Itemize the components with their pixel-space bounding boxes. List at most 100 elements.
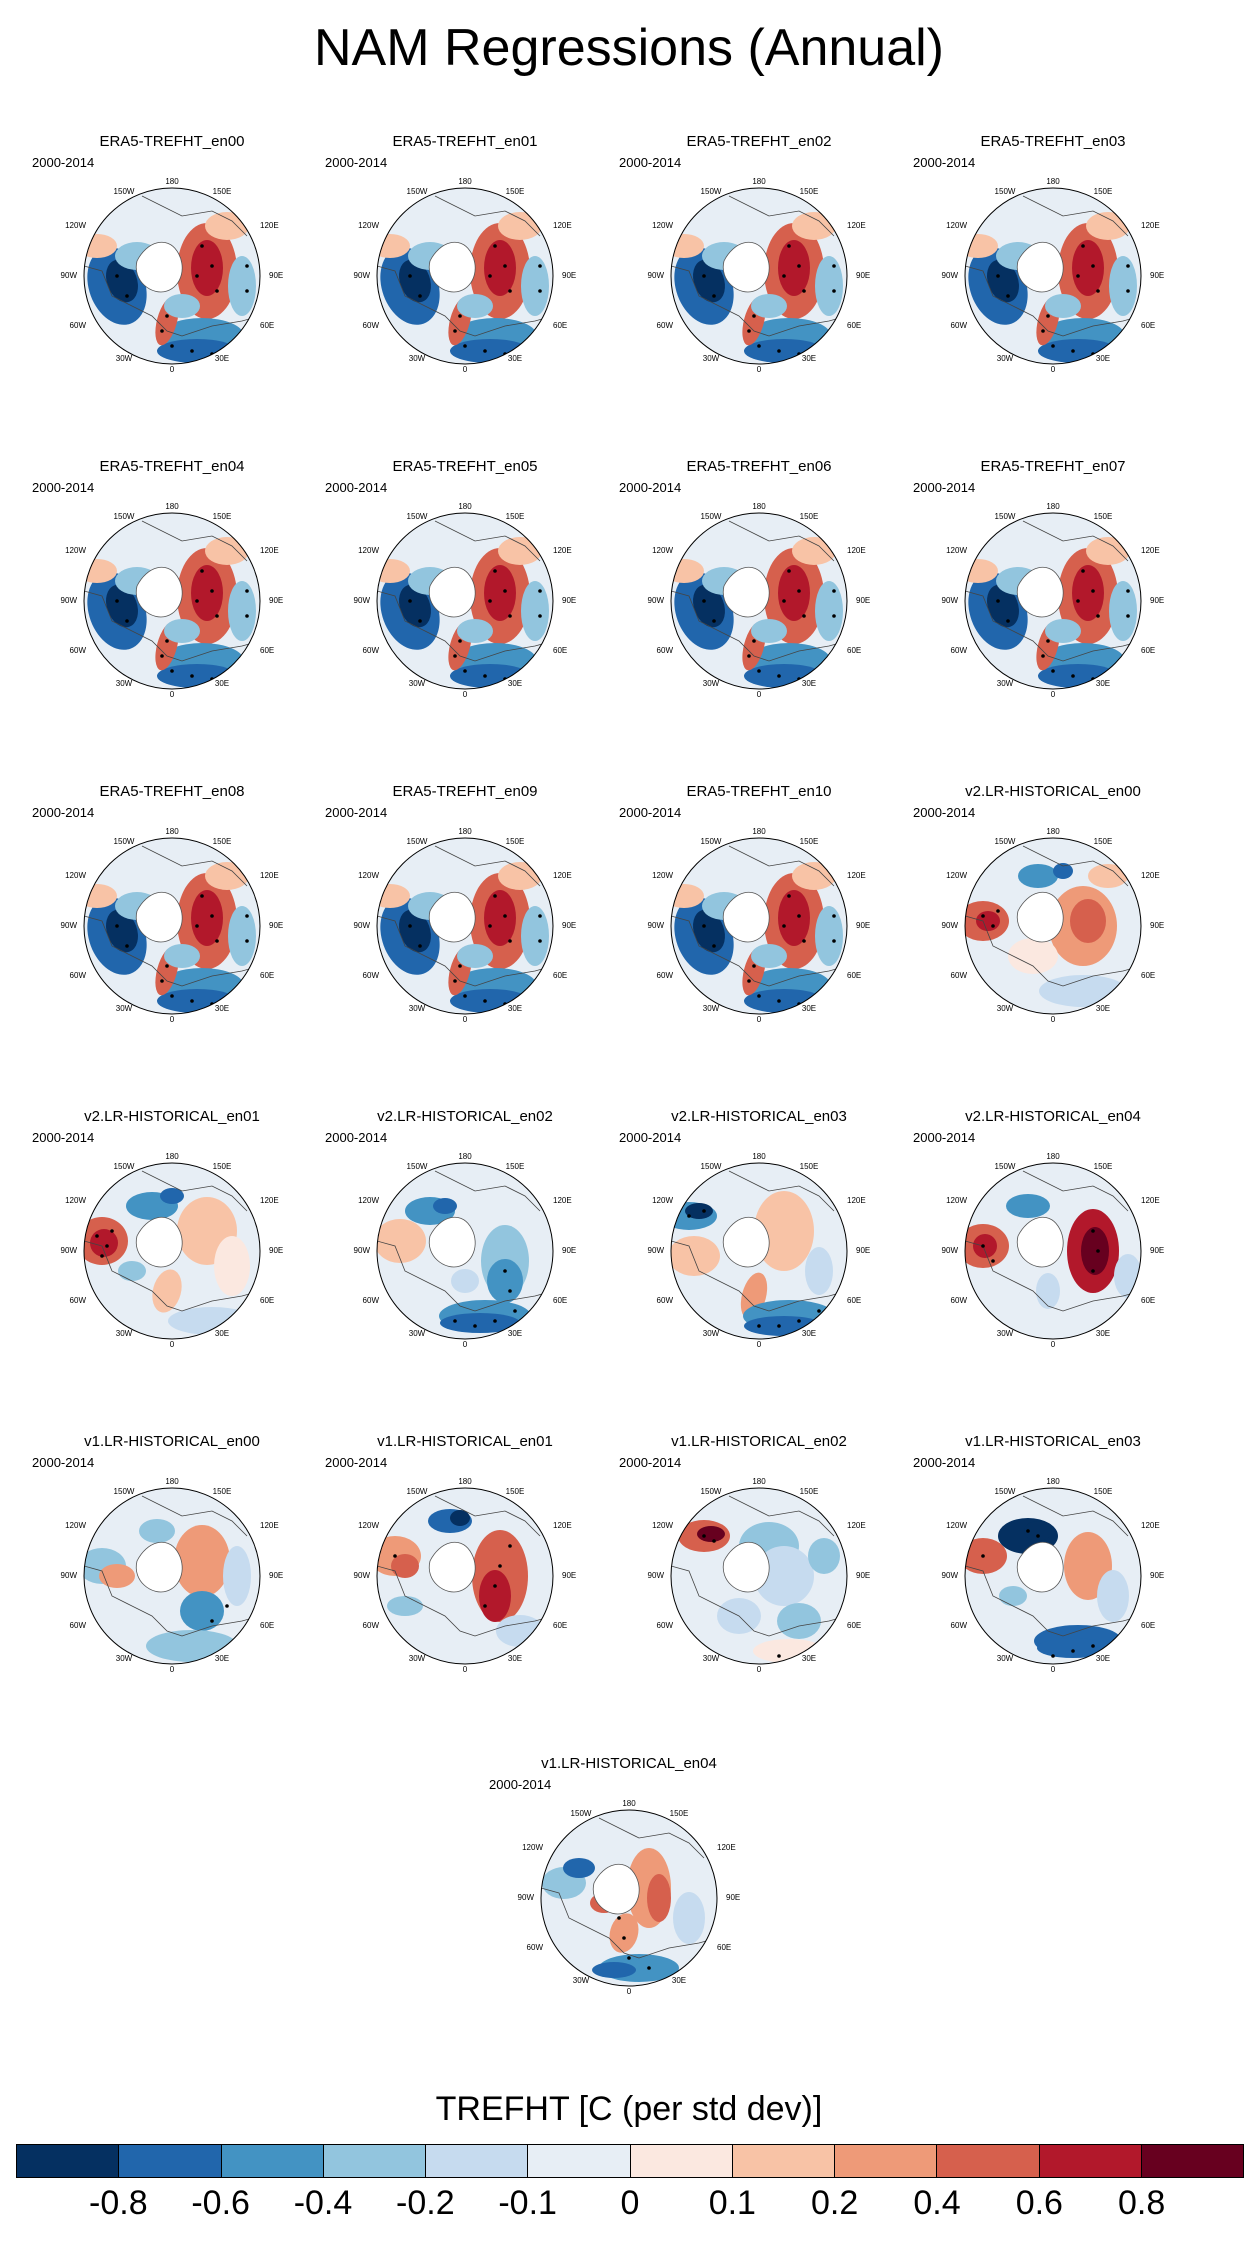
longitude-label: 60W [951, 1621, 968, 1630]
shaded-anomaly-region [1072, 240, 1104, 296]
map-panel: ERA5-TREFHT_en09 2000-2014 180 150W 150E 120W… [325, 783, 605, 1085]
significance-stipple [503, 1269, 507, 1273]
sea-ice-region [135, 241, 183, 293]
shaded-anomaly-region [693, 584, 725, 628]
sea-ice-region [135, 1216, 183, 1268]
longitude-label: 0 [1051, 1340, 1056, 1349]
significance-stipple [817, 669, 821, 673]
longitude-label: 60E [847, 1621, 861, 1630]
longitude-label: 30E [1096, 1004, 1110, 1013]
significance-stipple [453, 1319, 457, 1323]
sea-ice-region [135, 566, 183, 618]
panel-period: 2000-2014 [619, 1455, 682, 1470]
significance-stipple [832, 914, 836, 918]
significance-stipple [483, 999, 487, 1003]
shaded-anomaly-region [168, 1307, 256, 1335]
significance-stipple [453, 654, 457, 658]
shaded-anomaly-region [1036, 1273, 1060, 1309]
longitude-label: 60W [951, 646, 968, 655]
longitude-label: 150W [407, 1162, 428, 1171]
longitude-label: 90W [354, 921, 371, 930]
shaded-anomaly-region [1018, 864, 1058, 888]
shaded-anomaly-region [671, 559, 704, 583]
panel-period: 2000-2014 [325, 1130, 388, 1145]
longitude-label: 60W [657, 646, 674, 655]
sea-ice-region [722, 241, 770, 293]
map-panel: v1.LR-HISTORICAL_en02 2000-2014 180 150W 150… [619, 1433, 899, 1735]
longitude-label: 60W [363, 646, 380, 655]
significance-stipple [538, 289, 542, 293]
polar-map: 180 150W 150E 120W 120E 90W 90E 60W 60E 30W 30E 0 [942, 502, 1165, 699]
map-boundary [964, 187, 1142, 365]
shaded-anomaly-region [1097, 1570, 1129, 1622]
polar-map: 180 150W 150E 120W 120E 90W 90E 60W 60E 30W 30E 0 [61, 1477, 284, 1674]
longitude-label: 90W [942, 1571, 959, 1580]
longitude-label: 150E [1094, 512, 1113, 521]
shaded-anomaly-region [457, 944, 493, 968]
significance-stipple [1091, 589, 1095, 593]
longitude-label: 90E [856, 271, 870, 280]
sea-ice-region [428, 891, 476, 943]
longitude-label: 120W [65, 221, 86, 230]
longitude-label: 90W [61, 596, 78, 605]
shaded-anomaly-region [433, 1198, 457, 1214]
shaded-anomaly-region [792, 212, 836, 240]
significance-stipple [538, 914, 542, 918]
longitude-label: 30E [508, 354, 522, 363]
colorbar-segment [119, 2145, 222, 2177]
shaded-anomaly-region [1037, 1638, 1109, 1658]
map-boundary [964, 512, 1142, 690]
significance-stipple [747, 979, 751, 983]
longitude-label: 0 [463, 1015, 468, 1024]
longitude-label: 30E [508, 1329, 522, 1338]
shaded-anomaly-region [1109, 581, 1137, 641]
polar-map: 180 150W 150E 120W 120E 90W 90E 60W 60E 30W 30E 0 [648, 827, 871, 1024]
colorbar-tick: 0 [620, 2184, 640, 2222]
shaded-anomaly-region [484, 240, 516, 296]
longitude-label: 30W [997, 354, 1014, 363]
longitude-label: 60E [847, 646, 861, 655]
significance-stipple [757, 669, 761, 673]
map-boundary [83, 187, 261, 365]
shaded-anomaly-region [496, 1615, 544, 1647]
significance-stipple [1046, 314, 1050, 318]
polar-map: 180 150W 150E 120W 120E 90W 90E 60W 60E 30W 30E 0 [942, 177, 1165, 374]
panel-title: ERA5-TREFHT_en02 [686, 133, 832, 150]
longitude-label: 0 [1051, 1665, 1056, 1674]
shaded-anomaly-region [1024, 1521, 1052, 1541]
shaded-anomaly-region [1088, 864, 1128, 888]
longitude-label: 120E [260, 1521, 279, 1530]
significance-stipple [996, 909, 1000, 913]
significance-stipple [1036, 1534, 1040, 1538]
shaded-anomaly-region [160, 1188, 184, 1204]
longitude-label: 30E [1096, 354, 1110, 363]
significance-stipple [408, 274, 412, 278]
significance-stipple [95, 1234, 99, 1238]
panel-title: ERA5-TREFHT_en04 [99, 458, 245, 475]
significance-stipple [230, 669, 234, 673]
significance-stipple [210, 589, 214, 593]
colorbar-tick: -0.6 [191, 2184, 250, 2222]
longitude-label: 0 [1051, 690, 1056, 699]
significance-stipple [483, 1604, 487, 1608]
longitude-label: 90E [562, 1571, 576, 1580]
significance-stipple [747, 329, 751, 333]
significance-stipple [797, 1319, 801, 1323]
coastline [965, 265, 1141, 337]
significance-stipple [473, 1324, 477, 1328]
longitude-label: 120E [847, 1196, 866, 1205]
coastline [728, 1495, 835, 1537]
longitude-label: 150W [701, 187, 722, 196]
shaded-anomaly-region [118, 1261, 146, 1281]
coastline [84, 915, 260, 987]
map-panel: v1.LR-HISTORICAL_en03 2000-2014 180 150W 150… [913, 1433, 1193, 1735]
longitude-label: 120E [260, 1196, 279, 1205]
coastline [728, 1170, 835, 1212]
shaded-anomaly-region [84, 559, 117, 583]
significance-stipple [125, 619, 129, 623]
longitude-label: 180 [1046, 1152, 1060, 1161]
shaded-anomaly-region [647, 1874, 671, 1922]
longitude-label: 120E [847, 1521, 866, 1530]
significance-stipple [245, 289, 249, 293]
longitude-label: 0 [463, 1340, 468, 1349]
